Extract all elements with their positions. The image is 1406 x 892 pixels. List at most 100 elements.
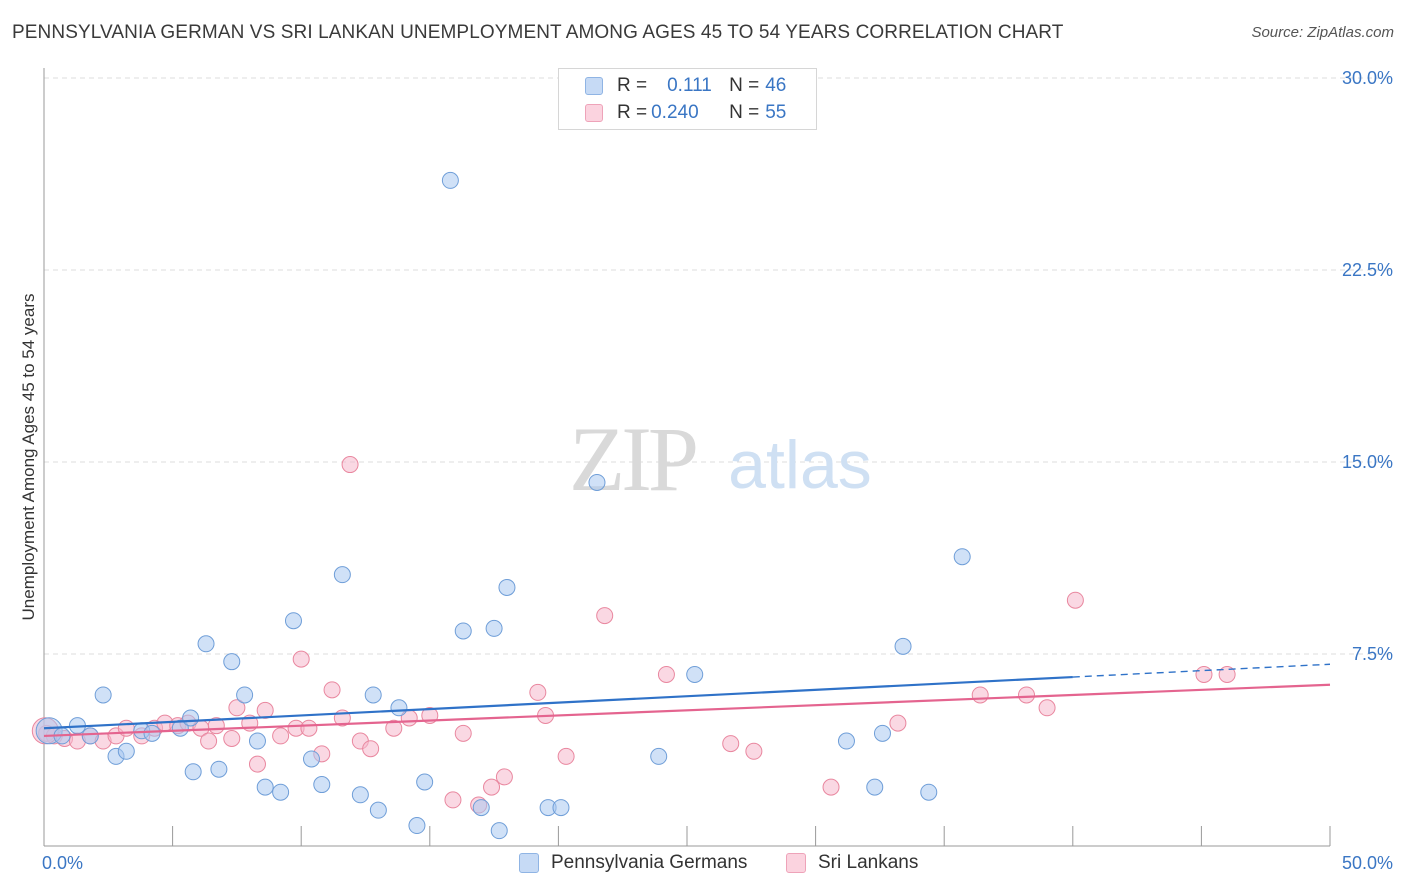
legend-item-sri-lankans: Sri Lankans — [786, 852, 918, 874]
pennsylvania-german-point — [490, 822, 508, 840]
legend-r-label: R = — [617, 102, 648, 123]
legend-row-pennsylvania: R = 0.111 N = 46 — [585, 73, 786, 99]
sri-lankan-point — [1218, 665, 1236, 683]
sri-lankan-trend-line — [43, 683, 1331, 738]
pennsylvania-german-point — [256, 778, 274, 796]
sri-lankan-point — [341, 456, 359, 474]
correlation-legend: R = 0.111 N = 46 R = 0.240 N = 55 — [558, 68, 817, 130]
sri-lankan-point — [272, 727, 290, 745]
sri-lankan-point — [657, 665, 675, 683]
pennsylvania-german-point — [369, 801, 387, 819]
axes — [43, 68, 1331, 847]
sri-lankan-point — [483, 778, 501, 796]
sri-lankan-point — [292, 650, 310, 668]
sri-lankan-point — [362, 740, 380, 758]
legend-r-label: R = — [617, 75, 648, 96]
pennsylvania-german-point — [364, 686, 382, 704]
source-label: Source: ZipAtlas.com — [1251, 24, 1394, 41]
sri-lankan-point — [557, 747, 575, 765]
sri-lankan-point — [1195, 665, 1213, 683]
pennsylvania-german-point — [143, 724, 161, 742]
legend-row-srilankan: R = 0.240 N = 55 — [585, 100, 786, 126]
sri-lankan-point — [1066, 591, 1084, 609]
x-tick-label: 0.0% — [42, 853, 83, 873]
sri-lankan-point — [1018, 686, 1036, 704]
sri-lankan-point — [200, 732, 218, 750]
pennsylvania-german-point — [953, 548, 971, 566]
legend-swatch-pink — [585, 104, 603, 122]
pennsylvania-german-point — [333, 566, 351, 584]
y-tick-label: 22.5% — [1342, 260, 1393, 280]
trend-lines — [43, 663, 1331, 738]
watermark-atlas: atlas — [728, 427, 872, 503]
pennsylvania-german-point — [272, 783, 290, 801]
sri-lankan-point — [444, 791, 462, 809]
pennsylvania-german-point — [873, 724, 891, 742]
sri-lankan-point — [495, 768, 513, 786]
y-axis-label: Unemployment Among Ages 45 to 54 years — [19, 294, 38, 621]
legend-n-value: 55 — [765, 102, 787, 123]
legend-r-value: 0.240 — [651, 102, 699, 123]
pennsylvania-german-point — [223, 653, 241, 671]
pennsylvania-german-point — [197, 635, 215, 653]
pennsylvania-german-point — [588, 473, 606, 491]
pennsylvania-german-point — [552, 799, 570, 817]
series-legend: Pennsylvania Germans Sri Lankans — [0, 852, 1406, 878]
pennsylvania-german-point — [182, 709, 200, 727]
pennsylvania-german-trend-line — [43, 675, 1073, 730]
pennsylvania-german-point — [920, 783, 938, 801]
pennsylvania-german-point — [171, 719, 189, 737]
pennsylvania-german-point — [81, 727, 99, 745]
legend-r-value: 0.111 — [667, 75, 712, 96]
pennsylvania-german-point — [416, 773, 434, 791]
sri-lankan-point — [745, 742, 763, 760]
gridlines — [44, 77, 1392, 655]
y-tick-label: 30.0% — [1342, 68, 1393, 88]
watermark: ZIP atlas — [569, 408, 872, 510]
watermark-zip: ZIP — [569, 408, 696, 510]
pennsylvania-german-point — [441, 171, 459, 189]
sri-lankan-point — [971, 686, 989, 704]
legend-label: Pennsylvania Germans — [551, 852, 748, 873]
pennsylvania-german-point — [837, 732, 855, 750]
pennsylvania-german-point — [390, 699, 408, 717]
sri-lankan-point — [596, 607, 614, 625]
y-tick-label: 15.0% — [1342, 452, 1393, 472]
sri-lankan-point — [300, 719, 318, 737]
legend-n-label: N = — [729, 102, 760, 123]
pennsylvania-german-point — [302, 750, 320, 768]
pennsylvania-german-point — [313, 776, 331, 794]
legend-item-pennsylvania-germans: Pennsylvania Germans — [519, 852, 747, 874]
pennsylvania-german-point — [117, 742, 135, 760]
x-tick-label: 50.0% — [1342, 853, 1393, 873]
pennsylvania-german-point — [894, 637, 912, 655]
sri-lankan-point — [454, 724, 472, 742]
pennsylvania-german-point — [650, 747, 668, 765]
tick-labels: 7.5% 15.0% 22.5% 30.0% 0.0% 50.0% — [42, 68, 1393, 873]
sri-lankan-point — [248, 755, 266, 773]
chart-title: PENNSYLVANIA GERMAN VS SRI LANKAN UNEMPL… — [12, 22, 1064, 43]
pennsylvania-german-point — [210, 760, 228, 778]
pennsylvania-german-point — [472, 799, 490, 817]
legend-swatch-blue — [585, 77, 603, 95]
pennsylvania-german-point — [408, 817, 426, 835]
sri-lankan-point — [228, 699, 246, 717]
legend-label: Sri Lankans — [818, 852, 919, 873]
y-tick-label: 7.5% — [1352, 644, 1393, 664]
pennsylvania-german-point — [94, 686, 112, 704]
pennsylvania-german-point — [485, 619, 503, 637]
sri-lankan-point — [1038, 699, 1056, 717]
sri-lankan-point — [223, 729, 241, 747]
pennsylvania-german-point — [236, 686, 254, 704]
pennsylvania-german-point — [351, 786, 369, 804]
sri-lankan-point — [722, 735, 740, 753]
pennsylvania-german-point — [686, 665, 704, 683]
pennsylvania-german-point — [184, 763, 202, 781]
sri-lankan-point — [889, 714, 907, 732]
pennsylvania-german-point — [248, 732, 266, 750]
pennsylvania-german-point — [454, 622, 472, 640]
pennsylvania-german-point — [866, 778, 884, 796]
sri-lankan-point — [529, 683, 547, 701]
pennsylvania-german-trend-extension — [1072, 663, 1331, 678]
